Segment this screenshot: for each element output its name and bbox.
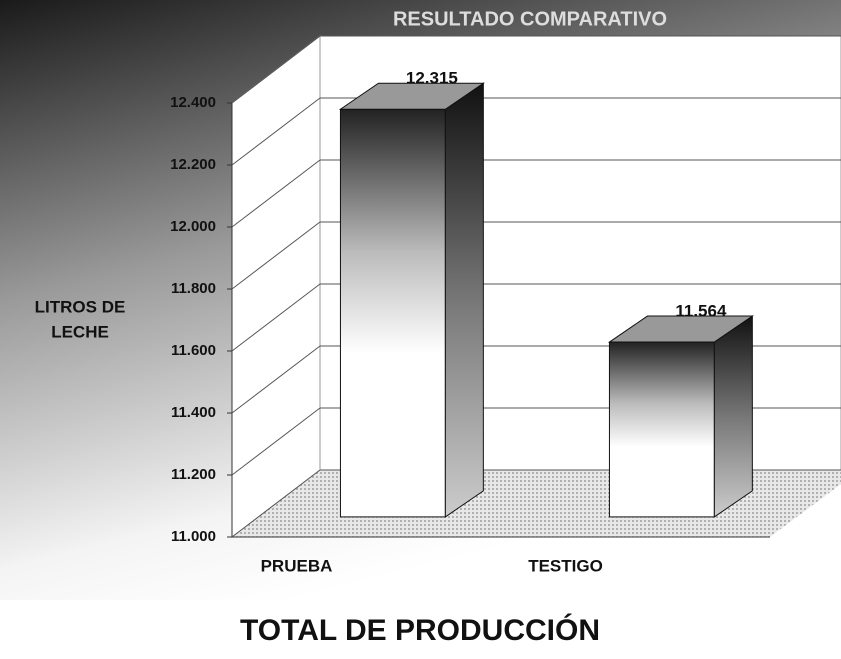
value-label: 11.564 xyxy=(675,302,727,321)
bar-front xyxy=(608,341,715,518)
x-tick-label: TESTIGO xyxy=(528,556,603,575)
bar-side xyxy=(713,315,753,518)
y-tick-label: 12.400 xyxy=(170,94,216,111)
bar-side xyxy=(444,82,484,518)
side-wall xyxy=(231,34,321,539)
grid-line xyxy=(231,221,321,290)
grid-line xyxy=(231,469,321,538)
grid-line xyxy=(231,97,321,166)
grid-line xyxy=(231,407,321,476)
y-axis-label: LECHE xyxy=(51,322,109,341)
y-tick-label: 11.800 xyxy=(171,280,216,297)
y-tick-label: 11.600 xyxy=(171,342,216,359)
bar-top xyxy=(338,82,485,110)
grid-line xyxy=(231,35,321,104)
value-label: 12.315 xyxy=(406,69,458,88)
bar-front xyxy=(339,108,446,518)
y-tick-label: 11.000 xyxy=(171,528,216,545)
x-tick-label: PRUEBA xyxy=(261,556,333,575)
chart-title: RESULTADO COMPARATIVO xyxy=(393,8,667,30)
grid-line xyxy=(231,283,321,352)
y-tick-label: 12.200 xyxy=(170,156,216,173)
bar-top xyxy=(607,315,754,343)
grid-line xyxy=(231,159,321,228)
x-axis-title: TOTAL DE PRODUCCIÓN xyxy=(240,613,600,647)
grid-line xyxy=(231,345,321,414)
y-axis-label: LITROS DE xyxy=(35,297,126,316)
y-tick-label: 11.200 xyxy=(171,466,216,483)
y-tick-label: 11.400 xyxy=(171,404,216,421)
y-tick-label: 12.000 xyxy=(170,218,216,235)
